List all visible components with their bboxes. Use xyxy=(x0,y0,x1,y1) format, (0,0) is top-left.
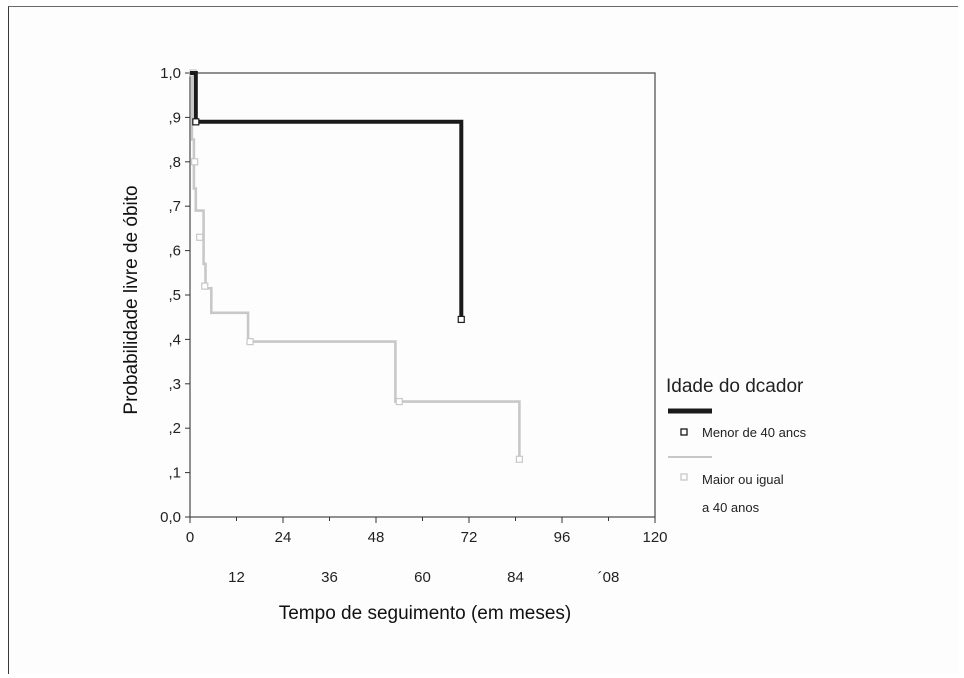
censor-marker-1 xyxy=(196,233,204,241)
y-tick-label: ,9 xyxy=(168,109,181,126)
x-tick-label-upper: 24 xyxy=(275,529,292,546)
series-line-1 xyxy=(190,71,521,460)
legend-label-menor: Menor de 40 ancs xyxy=(702,425,807,440)
y-tick-label: ,5 xyxy=(168,287,181,304)
censor-marker-1 xyxy=(246,338,254,346)
x-tick-label-upper: 72 xyxy=(461,529,478,546)
y-tick-label: 1,0 xyxy=(160,65,181,82)
x-tick-label-upper: 48 xyxy=(368,529,385,546)
y-tick-label: ,4 xyxy=(168,331,181,348)
y-tick-label: ,2 xyxy=(168,420,181,437)
legend-label-maior-line1: Maior ou igual xyxy=(702,472,784,487)
y-tick-label: ,1 xyxy=(168,465,181,482)
series-line-0 xyxy=(190,71,464,320)
censor-marker-1 xyxy=(191,158,199,166)
y-axis-title: Probabilidade livre de óbito xyxy=(121,185,142,414)
plot-border xyxy=(189,72,656,518)
figure-frame xyxy=(8,6,958,674)
censor-marker-0 xyxy=(457,315,465,324)
y-tick-label: ,3 xyxy=(168,376,181,393)
x-tick-label-lower: 12 xyxy=(228,569,245,586)
legend-title: Idade do dcador xyxy=(666,376,804,397)
x-tick-label-lower: 84 xyxy=(507,569,524,586)
legend-marker-maior xyxy=(680,473,688,481)
censor-marker-1 xyxy=(395,397,403,406)
y-tick-label: ,7 xyxy=(168,198,181,215)
x-tick-label-upper: 0 xyxy=(186,529,194,546)
plot-area: 0,0 ,1 ,2 ,3 ,4 ,5 ,6 ,7 ,8 ,9 1,0 0 24 48 72 96 120 12 36… xyxy=(160,65,667,586)
censor-marker-1 xyxy=(201,282,209,290)
censor-marker-0 xyxy=(192,118,200,126)
x-axis-title: Tempo de seguimento (em meses) xyxy=(279,603,572,624)
x-tick-label-upper: 96 xyxy=(554,529,571,546)
legend-label-maior-line2: a 40 anos xyxy=(702,500,760,515)
x-tick-label-lower: ´08 xyxy=(598,569,620,586)
censor-marker-1 xyxy=(515,455,523,463)
x-tick-label-upper: 120 xyxy=(642,529,667,546)
x-tick-label-lower: 60 xyxy=(414,569,431,586)
y-tick-label: 0,0 xyxy=(160,509,181,526)
y-tick-label: ,6 xyxy=(168,243,181,260)
y-tick-label: ,8 xyxy=(168,154,181,171)
legend-marker-menor xyxy=(680,428,688,436)
legend: Idade do dcador Menor de 40 ancs Maior o… xyxy=(666,376,807,515)
x-tick-label-lower: 36 xyxy=(321,569,338,586)
